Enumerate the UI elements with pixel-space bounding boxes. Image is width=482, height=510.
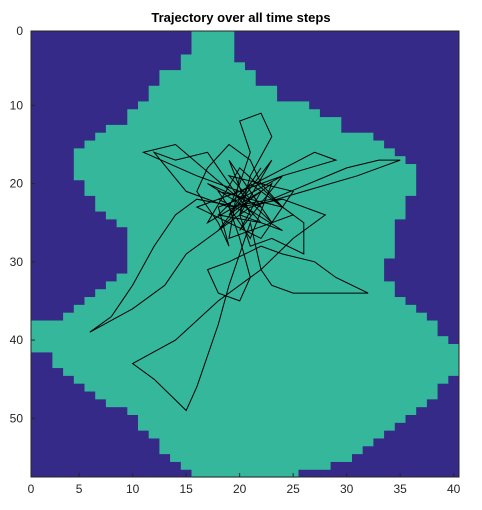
x-tick-label: 0 [28, 482, 35, 496]
region-row [191, 46, 235, 56]
region-row [95, 132, 374, 142]
y-axis: 0 10 20 30 40 50 [10, 24, 35, 425]
y-tick-label: 10 [10, 98, 24, 112]
y-tick-label: 30 [10, 255, 24, 269]
region-row [105, 124, 342, 134]
region-row [52, 359, 460, 369]
region-row [31, 320, 438, 329]
region-row [127, 117, 342, 126]
region-row [127, 265, 385, 275]
region-row [84, 140, 385, 149]
region-row [138, 414, 406, 423]
region-row [159, 70, 256, 79]
region-row [95, 289, 395, 298]
region-row [159, 77, 256, 87]
x-tick-label: 10 [126, 482, 140, 496]
region-row [127, 250, 395, 259]
region-row [105, 398, 427, 408]
chart-title: Trajectory over all time steps [151, 10, 330, 25]
region-row [52, 351, 460, 361]
region-row [180, 54, 235, 63]
y-tick-label: 0 [16, 24, 23, 38]
plot-area [31, 31, 460, 478]
region-row [138, 101, 310, 110]
y-tick-label: 50 [10, 411, 24, 425]
region-row [84, 297, 406, 306]
region-row [31, 336, 449, 345]
region-row [73, 156, 406, 165]
region-row [127, 226, 395, 236]
region-row [159, 437, 374, 447]
region-row [148, 93, 278, 103]
region-row [31, 343, 459, 353]
x-tick-label: 30 [340, 482, 354, 496]
region-row [73, 148, 395, 157]
region-row [73, 375, 449, 384]
trajectory-line [89, 112, 401, 412]
x-tick-label: 35 [393, 482, 407, 496]
y-tick-label: 20 [10, 177, 24, 191]
region-row [116, 218, 395, 228]
x-tick-label: 40 [447, 482, 461, 496]
region-row [148, 430, 385, 439]
region-row [191, 31, 235, 40]
axes-box [30, 30, 460, 478]
x-tick-label: 25 [286, 482, 300, 496]
region-row [191, 38, 235, 48]
region-row [170, 453, 352, 462]
x-tick-label: 20 [233, 482, 247, 496]
region-row [95, 390, 438, 400]
x-tick-label: 5 [76, 482, 83, 496]
region-row [84, 383, 438, 392]
region-row [105, 281, 395, 290]
region-row [191, 469, 299, 478]
region-row [127, 109, 320, 118]
y-tick-label: 40 [10, 333, 24, 347]
region-row [127, 406, 417, 416]
region-row [127, 257, 385, 267]
region-row [73, 171, 417, 181]
region-row [180, 62, 245, 71]
region-row [159, 445, 363, 455]
region-row [105, 210, 406, 220]
x-tick-label: 15 [179, 482, 193, 496]
region-row [180, 461, 331, 470]
region-row [138, 422, 395, 431]
region-row [31, 328, 438, 337]
x-axis: 0 5 10 15 20 25 30 35 40 [28, 473, 461, 496]
region-row [73, 304, 417, 314]
region-row [63, 312, 427, 322]
region-row [148, 85, 278, 95]
region-row [63, 367, 459, 376]
